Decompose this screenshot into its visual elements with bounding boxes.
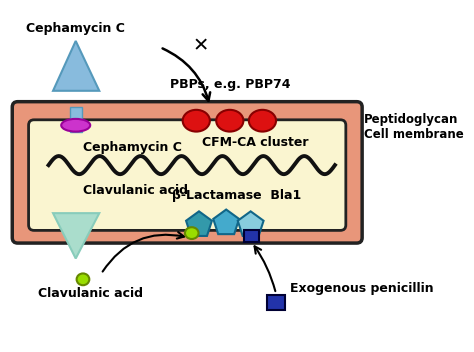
FancyBboxPatch shape: [244, 231, 259, 242]
Text: Exogenous penicillin: Exogenous penicillin: [290, 282, 433, 295]
Polygon shape: [70, 107, 82, 132]
FancyBboxPatch shape: [28, 120, 346, 231]
Text: Cell membrane: Cell membrane: [364, 128, 464, 141]
Text: CFM-CA cluster: CFM-CA cluster: [202, 136, 309, 149]
Polygon shape: [186, 211, 212, 236]
Polygon shape: [238, 211, 264, 236]
FancyBboxPatch shape: [12, 102, 362, 243]
Ellipse shape: [61, 119, 90, 132]
Ellipse shape: [185, 227, 199, 239]
Polygon shape: [53, 41, 99, 91]
Polygon shape: [53, 213, 99, 258]
Text: Clavulanic acid: Clavulanic acid: [37, 287, 143, 300]
Ellipse shape: [216, 110, 244, 132]
Text: Cephamycin C: Cephamycin C: [26, 21, 125, 34]
Ellipse shape: [77, 274, 89, 285]
Polygon shape: [213, 209, 239, 234]
Ellipse shape: [249, 110, 276, 132]
Ellipse shape: [182, 110, 210, 132]
Text: Clavulanic acid: Clavulanic acid: [83, 184, 188, 197]
Polygon shape: [70, 225, 82, 238]
Text: PBPs, e.g. PBP74: PBPs, e.g. PBP74: [170, 78, 290, 91]
Text: Peptidoglycan: Peptidoglycan: [364, 113, 458, 126]
Text: Cephamycin C: Cephamycin C: [83, 142, 182, 155]
Text: ✕: ✕: [192, 36, 209, 55]
FancyBboxPatch shape: [267, 295, 285, 310]
Text: β-Lactamase  Bla1: β-Lactamase Bla1: [173, 189, 301, 202]
